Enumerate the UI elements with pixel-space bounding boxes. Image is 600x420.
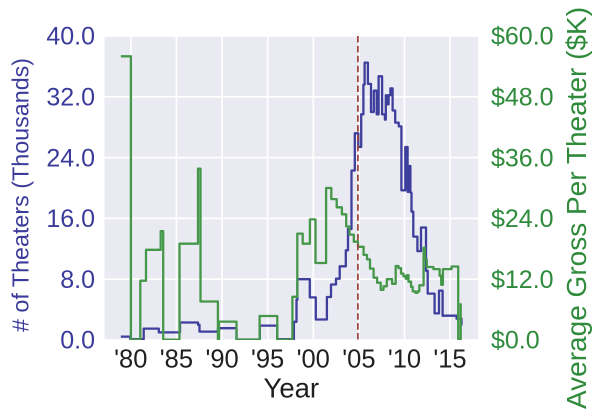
svg-text:16.0: 16.0 (46, 205, 95, 233)
svg-text:$36.0: $36.0 (491, 144, 554, 172)
svg-text:'80: '80 (114, 346, 147, 374)
svg-text:8.0: 8.0 (60, 266, 95, 294)
svg-text:0.0: 0.0 (60, 327, 95, 355)
svg-text:'15: '15 (433, 346, 466, 374)
svg-text:'10: '10 (388, 346, 421, 374)
svg-text:Year: Year (264, 373, 320, 404)
svg-text:'00: '00 (297, 346, 330, 374)
svg-text:'85: '85 (160, 346, 193, 374)
svg-text:$60.0: $60.0 (491, 23, 554, 51)
svg-text:40.0: 40.0 (46, 23, 95, 51)
svg-text:$48.0: $48.0 (491, 84, 554, 112)
svg-text:'95: '95 (251, 346, 284, 374)
svg-text:32.0: 32.0 (46, 84, 95, 112)
svg-text:Average Gross Per Theater ($K): Average Gross Per Theater ($K) (561, 7, 592, 409)
svg-text:'05: '05 (342, 346, 375, 374)
svg-text:$24.0: $24.0 (491, 205, 554, 233)
svg-text:$12.0: $12.0 (491, 266, 554, 294)
svg-text:24.0: 24.0 (46, 144, 95, 172)
svg-text:$0.0: $0.0 (491, 327, 540, 355)
svg-text:# of Theaters (Thousands): # of Theaters (Thousands) (8, 58, 34, 332)
svg-text:'90: '90 (205, 346, 238, 374)
